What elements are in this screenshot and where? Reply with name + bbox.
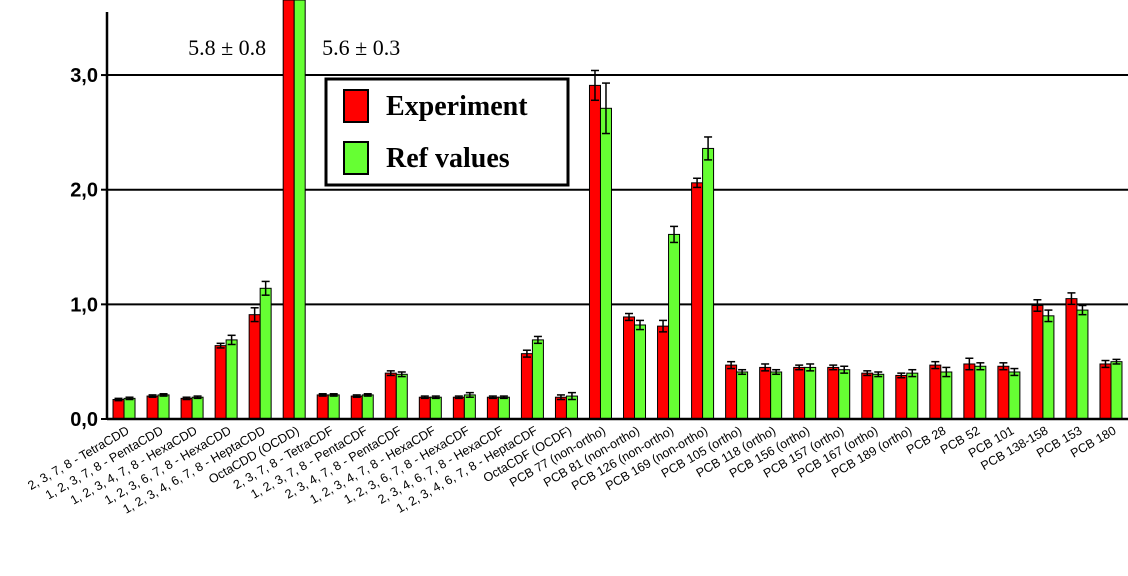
bar-experiment	[418, 396, 431, 420]
bar-experiment	[520, 353, 533, 420]
bar-ref-values	[395, 373, 408, 420]
bar-experiment	[1065, 298, 1078, 420]
bar-ref-values	[872, 373, 885, 420]
bar-experiment	[793, 366, 806, 420]
bar-ref-values	[1042, 315, 1055, 420]
bar-ref-values	[599, 107, 612, 420]
bar-experiment	[861, 372, 874, 420]
bar-ref-values	[1008, 371, 1021, 420]
bar-experiment	[384, 372, 397, 420]
y-tick-label: 1,0	[70, 294, 98, 316]
bar-experiment	[725, 364, 738, 420]
bar-experiment	[350, 395, 363, 420]
bar-experiment	[316, 394, 329, 420]
legend: Experiment Ref values	[324, 77, 570, 187]
bars	[112, 0, 1123, 420]
axes	[101, 12, 1128, 421]
bar-experiment	[452, 396, 465, 420]
bar-experiment	[214, 345, 227, 420]
bar-ref-values	[634, 324, 647, 420]
y-tick-label: 0,0	[70, 409, 98, 431]
bar-ref-values	[940, 371, 953, 420]
bar-experiment	[1099, 363, 1112, 420]
bar-ref-values	[974, 365, 987, 420]
bar-ref-values	[497, 396, 510, 420]
bar-experiment	[827, 366, 840, 420]
bar-ref-values	[463, 394, 476, 420]
gridlines	[107, 74, 1128, 306]
legend-label: Ref values	[386, 143, 510, 174]
bar-ref-values	[804, 366, 817, 420]
y-tick-label: 3,0	[70, 65, 98, 87]
legend-swatch	[343, 141, 369, 175]
bar-experiment	[112, 399, 125, 420]
bar-experiment	[623, 316, 636, 420]
bar-ref-values	[1110, 361, 1123, 420]
y-tick-labels: 0,0 1,0 2,0 3,0	[70, 65, 98, 431]
bar-experiment	[997, 365, 1010, 420]
bar-ref-values	[327, 394, 340, 420]
bar-ref-values	[906, 372, 919, 420]
bar-experiment	[282, 0, 295, 420]
bar-experiment	[691, 182, 704, 420]
bar-ref-values	[668, 233, 681, 420]
legend-swatch	[343, 89, 369, 123]
bar-ref-values	[702, 147, 715, 420]
bar-ref-values	[123, 397, 136, 420]
bar-experiment	[146, 395, 159, 420]
bar-experiment	[180, 397, 193, 420]
bar-ref-values	[293, 0, 306, 420]
bar-experiment	[929, 364, 942, 420]
bar-experiment	[248, 314, 261, 420]
bar-ref-values	[361, 394, 374, 420]
bar-experiment	[588, 84, 601, 420]
annotation: 5.6 ± 0.3	[322, 35, 400, 60]
bar-ref-values	[1076, 309, 1089, 420]
legend-label: Experiment	[386, 91, 528, 122]
bar-experiment	[963, 363, 976, 420]
bar-ref-values	[429, 396, 442, 420]
bar-experiment	[554, 396, 567, 420]
annotations: 5.8 ± 0.8 5.6 ± 0.3	[188, 35, 400, 60]
annotation: 5.8 ± 0.8	[188, 35, 266, 60]
bar-experiment	[1031, 304, 1044, 420]
bar-experiment	[759, 366, 772, 420]
bar-experiment	[486, 396, 499, 420]
bar-ref-values	[225, 339, 238, 420]
bar-ref-values	[736, 371, 749, 420]
bar-ref-values	[838, 369, 851, 420]
bar-ref-values	[157, 394, 170, 420]
bar-experiment	[657, 325, 670, 420]
bar-ref-values	[770, 371, 783, 420]
bar-ref-values	[531, 339, 544, 420]
y-tick-label: 2,0	[70, 180, 98, 202]
bar-ref-values	[259, 287, 272, 420]
bar-ref-values	[191, 396, 204, 420]
bar-experiment	[895, 374, 908, 420]
